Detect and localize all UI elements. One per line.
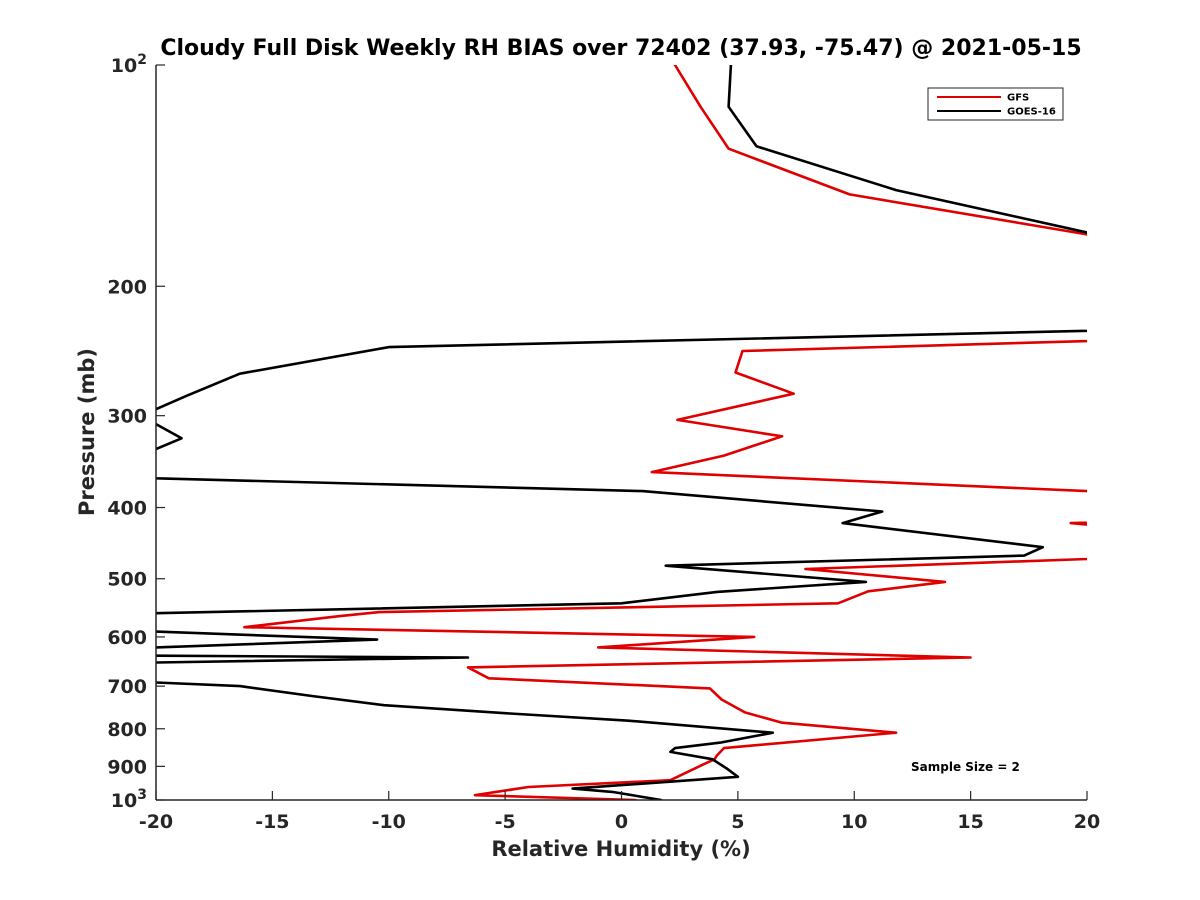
series-line-gfs [243,65,1087,800]
x-tick-label: -15 [255,811,289,833]
x-tick-label: 20 [1074,811,1100,833]
series-lines [156,65,1087,800]
legend-label-gfs: GFS [1007,93,1029,104]
y-axis-ticks: 102 200 300 400 500 600 700 800 900 103 [107,52,165,812]
x-tick-label: 0 [615,811,628,833]
y-tick-label: 200 [107,276,147,298]
chart-title: Cloudy Full Disk Weekly RH BIAS over 724… [160,36,1081,61]
y-tick-label: 900 [107,756,147,778]
x-tick-label: 5 [731,811,744,833]
x-tick-label: -20 [139,811,173,833]
series-line-goes16 [156,65,1087,800]
legend-box [927,87,1064,121]
plot-area [156,65,1087,800]
y-tick-label: 700 [107,676,147,698]
sample-size-annotation: Sample Size = 2 [911,760,1020,774]
y-tick-label: 103 [111,787,147,812]
x-axis-ticks: -20 -15 -10 -5 0 5 10 15 20 [139,791,1100,833]
y-tick-label: 600 [107,627,147,649]
legend: GFS GOES-16 [927,87,1064,121]
x-axis-label: Relative Humidity (%) [491,837,750,861]
legend-label-goes16: GOES-16 [1007,107,1056,118]
x-tick-label: 15 [957,811,983,833]
y-tick-label: 800 [107,719,147,741]
y-axis-label: Pressure (mb) [75,348,99,516]
y-tick-label: 102 [111,52,147,77]
y-tick-label: 400 [107,498,147,520]
x-tick-label: -5 [495,811,516,833]
x-tick-label: -10 [372,811,406,833]
y-tick-label: 300 [107,406,147,428]
y-tick-label: 500 [107,569,147,591]
x-tick-label: 10 [841,811,867,833]
